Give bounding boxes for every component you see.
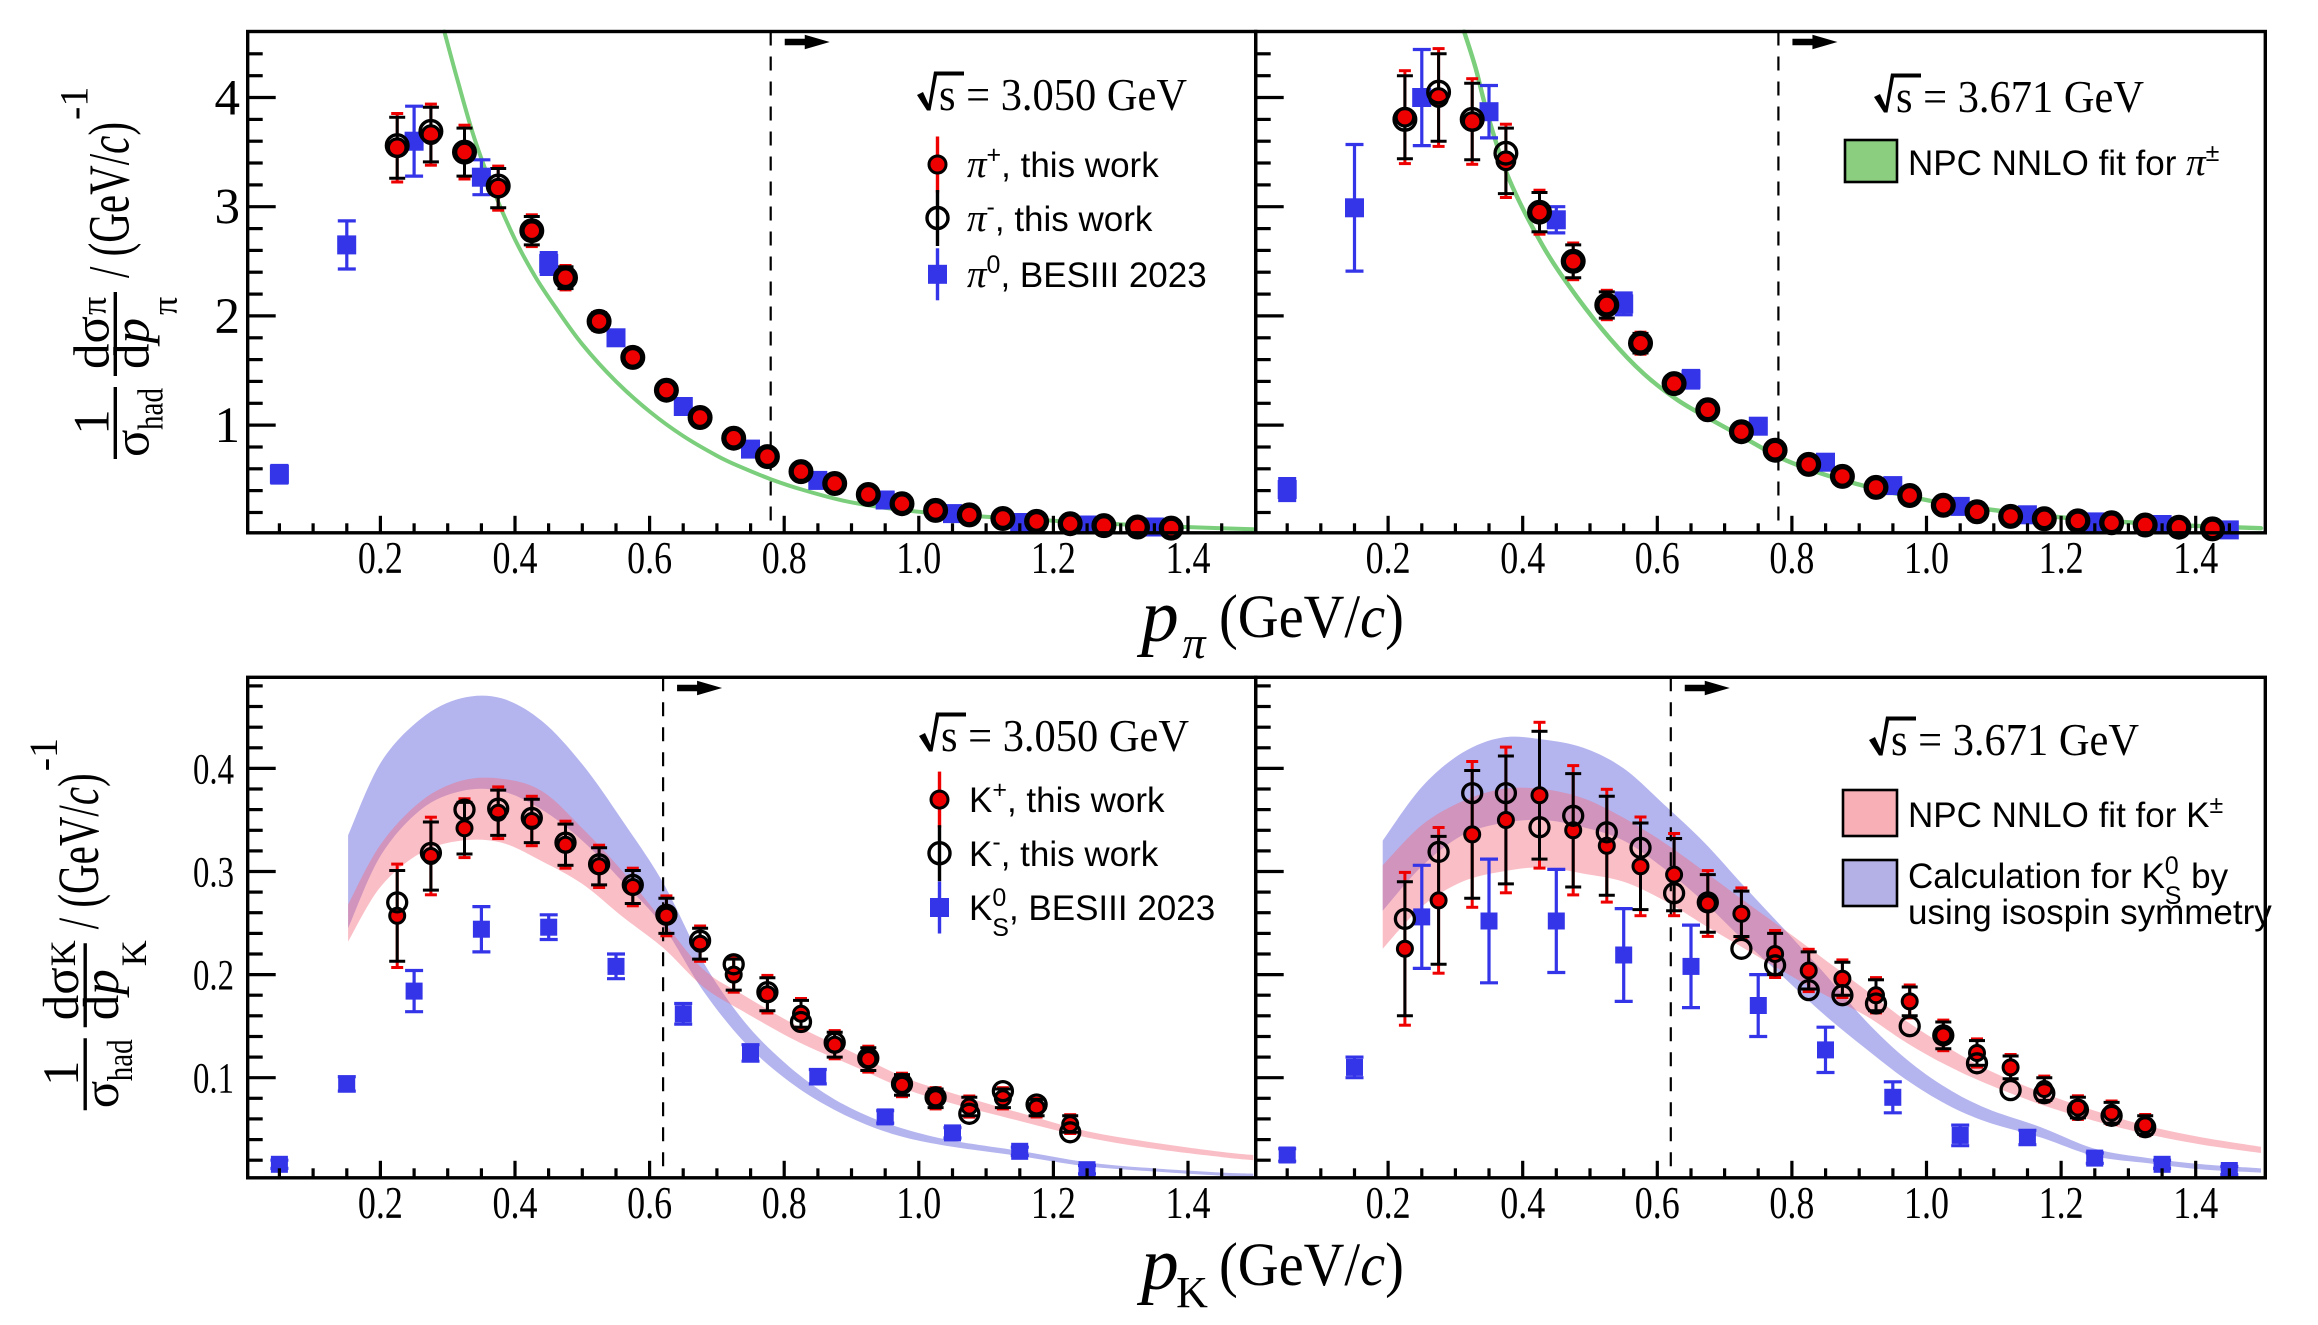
svg-text:1.0: 1.0 <box>896 533 941 583</box>
svg-text:NPC NNLO fit for K±: NPC NNLO fit for K± <box>1908 791 2223 835</box>
svg-text:1.2: 1.2 <box>2039 533 2084 583</box>
svg-text:1.4: 1.4 <box>2173 1178 2218 1228</box>
svg-text:had: had <box>130 388 170 430</box>
svg-text:π: π <box>1182 617 1207 668</box>
svg-text:dp: dp <box>74 969 130 1020</box>
svg-text:0.3: 0.3 <box>193 850 234 897</box>
svg-text:σ: σ <box>104 430 160 458</box>
svg-text:1.0: 1.0 <box>1904 533 1949 583</box>
svg-text:dσ: dσ <box>34 967 90 1020</box>
svg-text:0.2: 0.2 <box>358 533 403 583</box>
svg-text:π0, BESIII 2023: π0, BESIII 2023 <box>967 251 1207 296</box>
svg-text:NPC NNLO fit for π±: NPC NNLO fit for π± <box>1908 139 2219 184</box>
svg-text:0.4: 0.4 <box>493 533 538 583</box>
svg-text:-1: -1 <box>21 738 66 771</box>
svg-text:K: K <box>114 940 154 966</box>
svg-text:1: 1 <box>215 398 241 454</box>
svg-text:/ (GeV/c): / (GeV/c) <box>76 122 141 278</box>
svg-text:using isospin symmetry: using isospin symmetry <box>1908 893 2272 932</box>
svg-text:0.6: 0.6 <box>627 1178 672 1228</box>
svg-text:1.2: 1.2 <box>1031 533 1076 583</box>
svg-text:p: p <box>1136 575 1179 658</box>
svg-text:1.4: 1.4 <box>2173 533 2218 583</box>
svg-text:-1: -1 <box>51 87 96 120</box>
svg-text:(GeV/c): (GeV/c) <box>1219 584 1404 651</box>
svg-text:π: π <box>73 297 113 315</box>
svg-text:0.1: 0.1 <box>193 1056 234 1103</box>
svg-text:σ: σ <box>74 1081 130 1109</box>
svg-text:dσ: dσ <box>64 316 120 369</box>
svg-text:K: K <box>1176 1268 1208 1317</box>
svg-text:s = 3.671 GeV: s = 3.671 GeV <box>1891 715 2139 765</box>
svg-text:2: 2 <box>215 289 241 345</box>
svg-text:1.4: 1.4 <box>1166 533 1211 583</box>
svg-text:0.2: 0.2 <box>358 1178 403 1228</box>
svg-text:1.4: 1.4 <box>1166 1178 1211 1228</box>
svg-text:π+, this work: π+, this work <box>967 141 1159 186</box>
svg-text:0.2: 0.2 <box>1366 1178 1411 1228</box>
svg-text:0.6: 0.6 <box>1635 1178 1680 1228</box>
svg-text:1: 1 <box>64 409 120 435</box>
svg-text:s = 3.050 GeV: s = 3.050 GeV <box>941 711 1189 761</box>
svg-text:1: 1 <box>34 1061 90 1087</box>
svg-text:had: had <box>100 1039 140 1081</box>
svg-text:1.0: 1.0 <box>896 1178 941 1228</box>
svg-text:K-, this work: K-, this work <box>969 828 1159 874</box>
svg-text:1.0: 1.0 <box>1904 1178 1949 1228</box>
svg-text:0.8: 0.8 <box>762 533 807 583</box>
svg-text:0.2: 0.2 <box>1366 533 1411 583</box>
svg-text:dp: dp <box>104 318 160 369</box>
svg-text:4: 4 <box>215 71 241 127</box>
svg-text:1.2: 1.2 <box>1031 1178 1076 1228</box>
svg-text:0.4: 0.4 <box>1500 533 1545 583</box>
svg-text:0.8: 0.8 <box>762 1178 807 1228</box>
svg-text:p: p <box>1136 1223 1179 1306</box>
svg-text:0.4: 0.4 <box>193 746 234 793</box>
svg-text:0.4: 0.4 <box>493 1178 538 1228</box>
svg-text:0.2: 0.2 <box>193 953 234 1000</box>
svg-text:0.6: 0.6 <box>627 533 672 583</box>
svg-text:0.8: 0.8 <box>1769 1178 1814 1228</box>
svg-text:/ (GeV/c): / (GeV/c) <box>46 773 111 929</box>
svg-text:s = 3.671 GeV: s = 3.671 GeV <box>1896 72 2144 122</box>
svg-text:0.6: 0.6 <box>1635 533 1680 583</box>
svg-text:1.2: 1.2 <box>2039 1178 2084 1228</box>
svg-text:K+, this work: K+, this work <box>969 776 1165 820</box>
svg-text:0.8: 0.8 <box>1769 533 1814 583</box>
svg-text:K: K <box>43 940 83 966</box>
svg-text:π-, this work: π-, this work <box>967 193 1153 240</box>
svg-text:0.4: 0.4 <box>1500 1178 1545 1228</box>
svg-text:(GeV/c): (GeV/c) <box>1219 1232 1404 1299</box>
svg-text:π: π <box>144 297 184 315</box>
svg-text:s = 3.050 GeV: s = 3.050 GeV <box>939 70 1187 120</box>
svg-text:3: 3 <box>215 180 241 236</box>
